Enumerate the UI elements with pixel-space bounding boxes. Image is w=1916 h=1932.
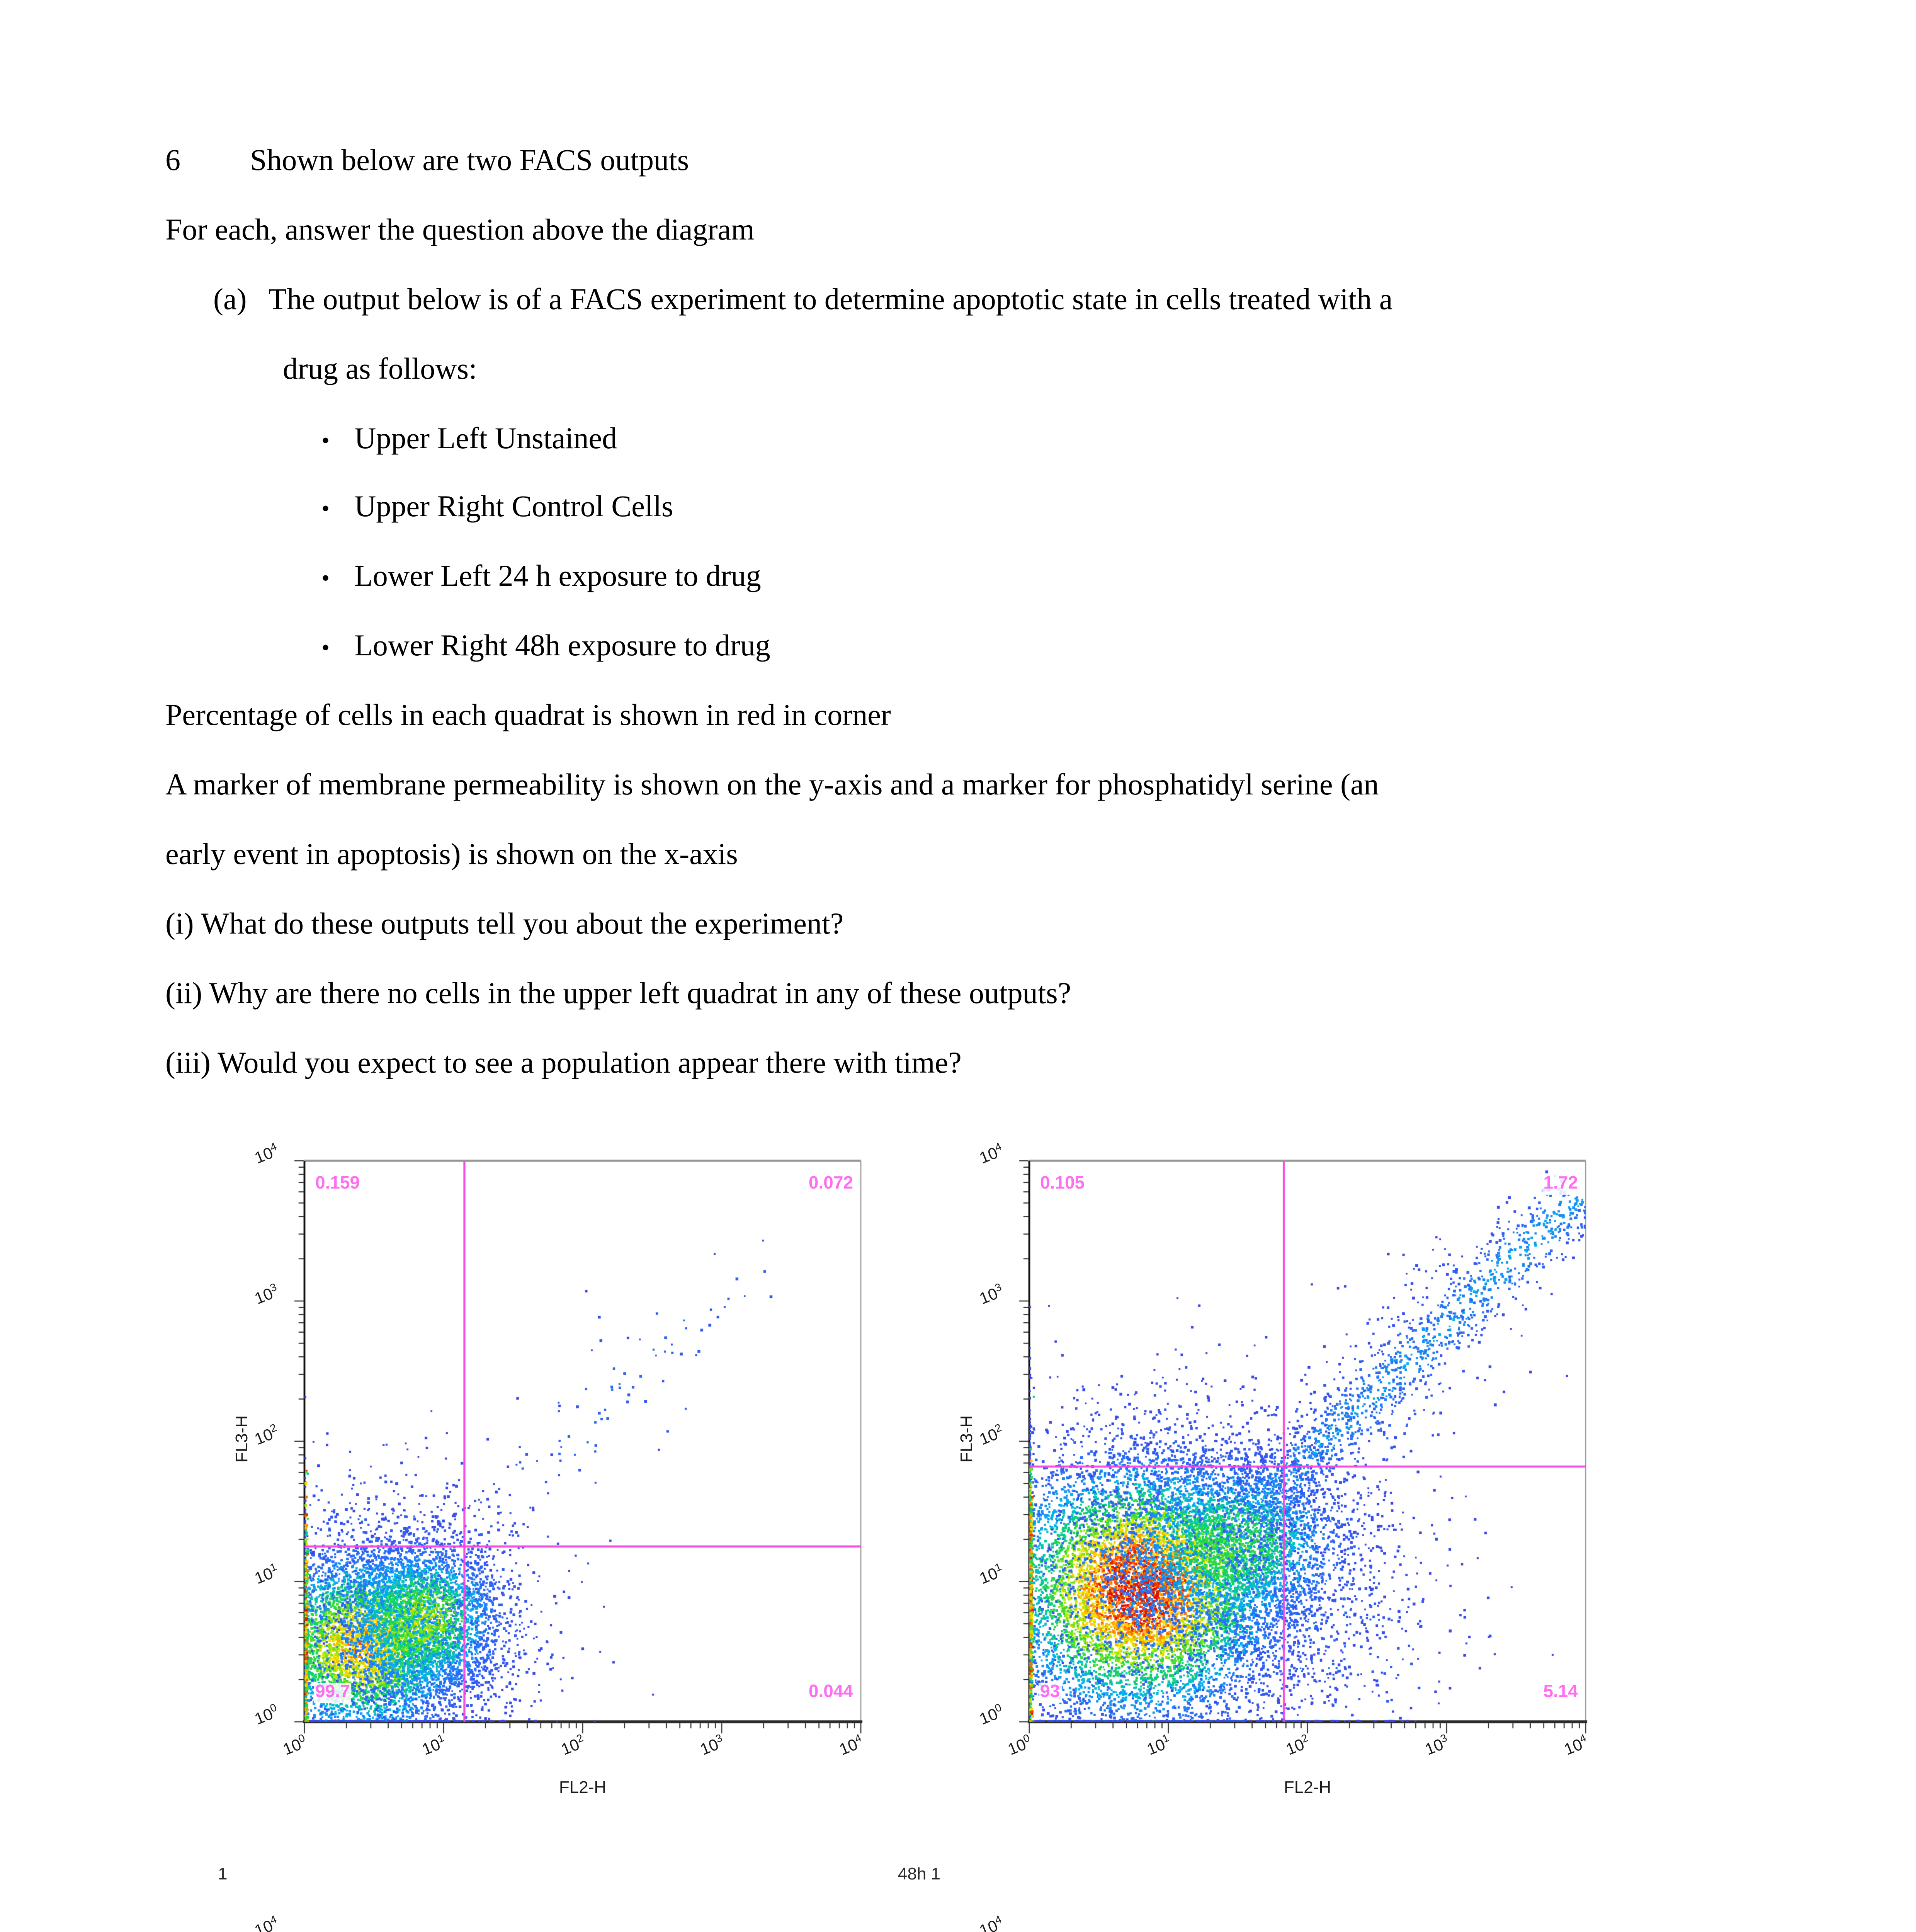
heading-line: 6 Shown below are two FACS outputs [165, 145, 1804, 215]
part-a-line: (a) The output below is of a FACS experi… [165, 284, 1804, 354]
sub-question-iii: (iii) Would you expect to see a populati… [165, 1047, 962, 1080]
facs-plot-unstained: 0.159 0.072 99.7 0.044 100 100 101 101 102 102 103… [233, 1142, 865, 1798]
bullet-icon: • [321, 637, 330, 662]
facs-plot-control: 0.105 1.72 93 5.14 100 100 101 101 102 102 103 103 1… [958, 1142, 1590, 1798]
quadrant-percentage-lower-right: 0.044 [807, 1683, 855, 1703]
y-tick-label: 100 [977, 1703, 1004, 1730]
y-tick-label: 103 [252, 1282, 279, 1309]
quadrant-percentage-upper-right: 1.72 [1542, 1175, 1579, 1195]
y-tick-label: 104 [977, 1142, 1004, 1168]
y-tick-label: 100 [252, 1703, 279, 1730]
facs-canvas-upper-right-control [1008, 1156, 1590, 1745]
quadrant-percentage-upper-left: 0.105 [1039, 1175, 1086, 1195]
facs-canvas-lower-left-24h [283, 1929, 865, 1932]
part-a-label: (a) [213, 284, 247, 317]
facs-canvas-lower-right-48h [1008, 1929, 1590, 1932]
quadrant-percentage-upper-left: 0.159 [314, 1175, 362, 1195]
sub-question-ii: (ii) Why are there no cells in the upper… [165, 978, 1071, 1010]
bullet-item: • Upper Right Control Cells [165, 492, 1804, 562]
question-text-block: 6 Shown below are two FACS outputs For e… [165, 145, 1804, 1117]
quadrant-percentage-upper-right: 0.072 [807, 1175, 855, 1195]
note-line: Percentage of cells in each quadrat is s… [165, 700, 891, 733]
note-line: early event in apoptosis) is shown on th… [165, 839, 738, 872]
y-tick-label: 104 [252, 1142, 279, 1168]
sub-question-i: (i) What do these outputs tell you about… [165, 908, 844, 941]
y-tick-label: 101 [252, 1563, 279, 1589]
y-tick-label: 103 [977, 1282, 1004, 1309]
bullet-icon: • [321, 568, 330, 593]
bullet-item: • Lower Left 24 h exposure to drug [165, 561, 1804, 631]
part-a-text: The output below is of a FACS experiment… [268, 284, 1393, 317]
heading-text: Shown below are two FACS outputs [250, 145, 689, 178]
bullet-item: • Lower Right 48h exposure to drug [165, 631, 1804, 701]
question-number: 6 [165, 145, 180, 178]
plot-title-lower-left-24h: 1 [218, 1866, 228, 1884]
y-axis-label: FL3-H [958, 1414, 977, 1462]
quadrant-percentage-lower-left: 99.7 [314, 1683, 352, 1703]
plot-title-lower-right-48h: 48h 1 [898, 1866, 941, 1884]
quadrant-percentage-lower-left: 93 [1039, 1683, 1062, 1703]
x-axis-label: FL2-H [559, 1779, 607, 1798]
y-tick-label: 104 [252, 1915, 279, 1932]
bullet-item: • Upper Left Unstained [165, 423, 1804, 492]
y-tick-label: 104 [977, 1915, 1004, 1932]
quadrant-percentage-lower-right: 5.14 [1542, 1683, 1579, 1703]
bullet-icon: • [321, 498, 330, 523]
x-axis-label: FL2-H [1284, 1779, 1331, 1798]
part-a-continuation: drug as follows: [283, 353, 477, 386]
bullet-icon: • [321, 429, 330, 454]
intro-line: For each, answer the question above the … [165, 214, 755, 247]
facs-canvas-upper-left-unstained [283, 1156, 865, 1745]
note-line: A marker of membrane permeability is sho… [165, 770, 1379, 803]
y-tick-label: 101 [977, 1563, 1004, 1589]
y-axis-label: FL3-H [233, 1414, 252, 1462]
